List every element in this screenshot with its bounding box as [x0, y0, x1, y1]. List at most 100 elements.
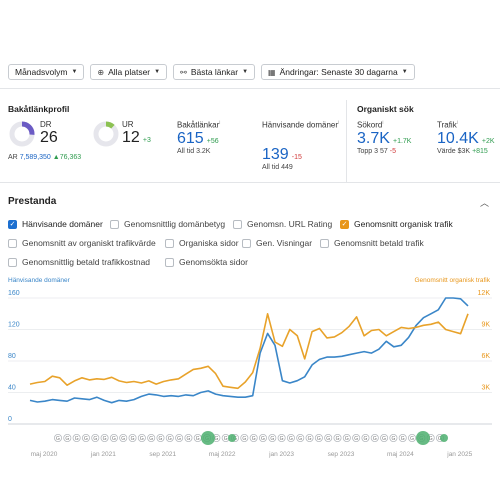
google-update-icon [109, 433, 118, 442]
google-update-label: G [56, 436, 60, 442]
divider [0, 88, 500, 89]
left-axis-title: Hänvisande domäner [8, 277, 70, 284]
ref-domains-value[interactable]: 139 [262, 145, 289, 163]
ref-domains-label[interactable]: Hänvisande domäneri [262, 120, 340, 130]
google-update-label: G [401, 436, 405, 442]
caret-down-icon: ▼ [242, 69, 249, 75]
left-tick-label: 120 [8, 322, 20, 329]
x-tick-label: jan 2025 [446, 451, 472, 458]
changes-dropdown[interactable]: ▦ Ändringar: Senaste 30 dagarna ▼ [261, 64, 415, 80]
right-tick-label: 3K [481, 385, 490, 392]
ref-domains-delta: -15 [291, 153, 302, 161]
google-update-icon [333, 433, 342, 442]
checkbox-9[interactable]: Genomsökta sidor [165, 257, 248, 267]
referring-domains-line [29, 297, 469, 404]
google-update-label: G [373, 436, 377, 442]
checkbox-box[interactable] [320, 238, 329, 248]
google-update-label: G [336, 436, 340, 442]
google-update-icon [156, 433, 165, 442]
left-tick-label: 80 [8, 353, 16, 360]
google-update-label: G [214, 436, 218, 442]
google-update-icon [119, 433, 128, 442]
ur-label[interactable]: UR [122, 120, 134, 129]
checkbox-6[interactable]: Gen. Visningar [242, 238, 312, 248]
google-update-label: G [103, 436, 107, 442]
links-dropdown-label: Bästa länkar [190, 67, 239, 77]
event-dot-icon [201, 431, 215, 445]
checkbox-4[interactable]: Genomsnitt av organiskt trafikvärde [8, 238, 156, 248]
volume-dropdown[interactable]: Månadsvolym ▼ [8, 64, 85, 80]
traffic-value[interactable]: 10.4K [437, 129, 479, 147]
google-update-label: G [65, 436, 69, 442]
checkbox-label: Genomsnitt betald trafik [334, 238, 424, 248]
google-update-icon [81, 433, 90, 442]
checkbox-box[interactable] [8, 238, 17, 248]
chevron-up-icon[interactable]: ︿ [480, 198, 490, 208]
links-dropdown[interactable]: ⚯ Bästa länkar ▼ [173, 64, 256, 80]
checkbox-7[interactable]: Genomsnitt betald trafik [320, 238, 424, 248]
checkbox-label: Genomsökta sidor [179, 257, 248, 267]
google-update-label: G [317, 436, 321, 442]
checkbox-2[interactable]: Genomsn. URL Rating [233, 219, 332, 229]
volume-dropdown-label: Månadsvolym [15, 67, 68, 77]
checkbox-box[interactable] [233, 219, 242, 229]
ur-delta: +3 [142, 137, 151, 144]
google-update-icon [137, 433, 146, 442]
google-update-label: G [326, 436, 330, 442]
checkbox-label: Genomsnittlig domänbetyg [124, 219, 226, 229]
keywords-metric: Sökordi 3.7K +1.7K Topp 3 57 -5 [357, 120, 432, 155]
google-update-label: G [270, 436, 274, 442]
backlinks-delta: +56 [206, 137, 219, 145]
ar-value[interactable]: 7,589,350 [19, 154, 51, 161]
checkbox-5[interactable]: Organiska sidor [165, 238, 239, 248]
dr-value: 26 [40, 129, 58, 146]
google-update-icon [72, 433, 81, 442]
keywords-label[interactable]: Sökordi [357, 120, 384, 130]
google-update-icon [305, 433, 314, 442]
locations-dropdown[interactable]: ⊕ Alla platser ▼ [90, 64, 168, 80]
dr-ring [9, 121, 35, 147]
google-update-label: G [196, 436, 200, 442]
backlinks-value[interactable]: 615 [177, 129, 204, 147]
google-update-icon [63, 433, 72, 442]
checkbox-3[interactable]: ✓ Genomsnitt organisk trafik [340, 219, 453, 229]
checkbox-label: Gen. Visningar [256, 238, 313, 248]
google-update-icon [398, 433, 407, 442]
checkbox-box[interactable] [242, 238, 251, 248]
checkbox-8[interactable]: Genomsnittlig betald trafikkostnad [8, 257, 150, 267]
checkbox-box[interactable] [110, 219, 119, 229]
google-update-label: G [289, 436, 293, 442]
backlink-profile-title: Bakåtlänkprofil [8, 104, 70, 114]
google-update-icon [380, 433, 389, 442]
checkbox-box[interactable] [165, 238, 174, 248]
dr-label[interactable]: DR [40, 120, 52, 129]
event-dot-icon [440, 434, 448, 442]
google-update-icon [100, 433, 109, 442]
google-update-label: G [186, 436, 190, 442]
left-tick-label: 160 [8, 290, 20, 297]
google-update-label: G [242, 436, 246, 442]
checkbox-label: Genomsnitt organisk trafik [354, 219, 453, 229]
backlinks-label[interactable]: Bakåtlänkari [177, 120, 221, 130]
caret-down-icon: ▼ [154, 69, 161, 75]
google-update-icon [324, 433, 333, 442]
traffic-value-row: Värde $3K +815 [437, 147, 488, 155]
traffic-label[interactable]: Trafiki [437, 120, 458, 130]
checkbox-0[interactable]: ✓ Hänvisande domäner [8, 219, 103, 229]
organic-search-title: Organiskt sök [357, 104, 414, 114]
checkbox-box[interactable] [8, 257, 17, 267]
checkbox-1[interactable]: Genomsnittlig domänbetyg [110, 219, 225, 229]
x-tick-label: sep 2021 [149, 451, 176, 458]
top3-row: Topp 3 57 -5 [357, 147, 396, 155]
checkmark-icon[interactable]: ✓ [340, 219, 349, 229]
checkmark-icon[interactable]: ✓ [8, 219, 17, 229]
ar-label: AR [8, 154, 18, 161]
ur-value: 12 [122, 129, 140, 146]
google-update-icon [268, 433, 277, 442]
google-update-label: G [308, 436, 312, 442]
google-update-label: G [364, 436, 368, 442]
keywords-value[interactable]: 3.7K [357, 129, 390, 147]
x-tick-label: maj 2020 [31, 451, 58, 458]
checkbox-box[interactable] [165, 257, 174, 267]
changes-dropdown-label: Ändringar: Senaste 30 dagarna [279, 67, 398, 77]
